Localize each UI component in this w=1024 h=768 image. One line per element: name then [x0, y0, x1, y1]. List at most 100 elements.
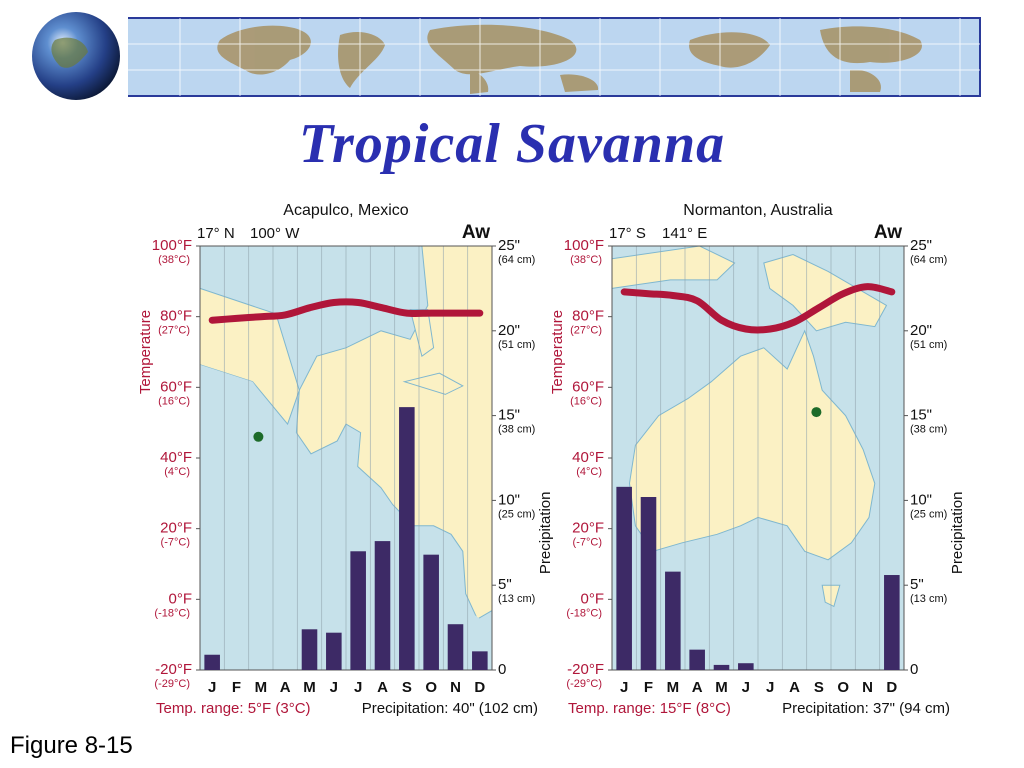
temp-tick-f: 100°F: [152, 237, 192, 254]
precip-tick-cm: (64 cm): [498, 254, 535, 266]
precip-bar: [713, 664, 730, 670]
station-marker: [253, 431, 264, 442]
month-label: M: [303, 679, 316, 696]
temp-tick-f: 60°F: [572, 378, 604, 395]
month-label: S: [814, 679, 824, 696]
temperature-line: [208, 298, 484, 324]
precip-tick-in: 5": [910, 576, 924, 593]
precip-bar: [350, 551, 366, 670]
precip-tick-in: 10": [498, 491, 520, 508]
precip-bar: [616, 486, 632, 670]
temp-tick-c: (-18°C): [566, 607, 602, 619]
temp-tick-c: (4°C): [164, 466, 190, 478]
station-latitude: 17° N: [197, 225, 235, 242]
month-label: D: [474, 679, 485, 696]
month-label: D: [886, 679, 897, 696]
temp-tick-f: 60°F: [160, 378, 192, 395]
month-label: O: [837, 679, 849, 696]
climate-code: Aw: [874, 222, 902, 243]
temp-tick-c: (38°C): [570, 254, 602, 266]
precip-tick-in: 0: [910, 661, 918, 678]
temp-range: Temp. range: 15°F (8°C): [568, 700, 731, 717]
temp-tick-f: 80°F: [160, 308, 192, 325]
month-label: M: [255, 679, 267, 696]
month-label: A: [692, 679, 703, 696]
month-label: J: [742, 679, 750, 696]
station-longitude: 141° E: [662, 225, 707, 242]
precip-bar: [738, 663, 754, 670]
month-label: A: [789, 679, 800, 696]
slide-title: Tropical Savanna: [298, 113, 726, 175]
temp-tick-c: (-29°C): [566, 678, 602, 690]
temp-axis-label: Temperature: [549, 310, 566, 394]
landmass: [409, 309, 435, 358]
precip-bar: [399, 407, 415, 670]
climograph-normanton: Normanton, Australia 17° S 141° E Aw 100°F (3…: [532, 196, 992, 726]
precip-tick-in: 25": [910, 237, 932, 254]
temp-axis-label: Temperature: [137, 310, 154, 394]
temp-tick-c: (4°C): [576, 466, 602, 478]
precip-tick-cm: (25 cm): [910, 508, 947, 520]
precip-tick-in: 10": [910, 491, 932, 508]
month-label: J: [766, 679, 774, 696]
chart-svg: Acapulco, Mexico 17° N 100° W Aw 100°F(38°C)…: [137, 202, 554, 717]
precip-bar: [472, 651, 488, 670]
precip-tick-cm: (38 cm): [498, 424, 535, 436]
temp-tick-c: (-29°C): [154, 678, 190, 690]
precip-bar: [374, 541, 391, 670]
gridlines: [223, 246, 469, 670]
precipitation-total: Precipitation: 37" (94 cm): [782, 700, 950, 717]
precip-tick-cm: (51 cm): [498, 339, 535, 351]
temp-tick-f: 0°F: [580, 590, 604, 607]
month-label: A: [280, 679, 291, 696]
precip-bar: [326, 632, 342, 670]
precip-tick-cm: (13 cm): [910, 593, 947, 605]
temp-tick-f: 20°F: [160, 520, 192, 537]
precip-bar: [447, 624, 464, 670]
temp-tick-f: -20°F: [567, 661, 604, 678]
temp-tick-f: 100°F: [564, 237, 604, 254]
map-gridlines: [120, 18, 980, 96]
precip-bar: [665, 571, 681, 670]
station-latitude: 17° S: [609, 225, 646, 242]
precip-tick-in: 0: [498, 661, 506, 678]
month-label: A: [377, 679, 388, 696]
month-label: M: [667, 679, 680, 696]
month-label: F: [644, 679, 653, 696]
temp-tick-c: (38°C): [158, 254, 190, 266]
gridlines: [635, 246, 881, 670]
month-label: N: [862, 679, 873, 696]
temp-tick-c: (16°C): [570, 395, 602, 407]
precip-tick-cm: (51 cm): [910, 339, 947, 351]
precip-tick-in: 15": [498, 407, 520, 424]
temp-tick-f: 20°F: [572, 520, 604, 537]
precip-tick-in: 25": [498, 237, 520, 254]
figure-label: Figure 8-15: [10, 732, 133, 759]
station-longitude: 100° W: [250, 225, 300, 242]
temp-tick-f: 40°F: [572, 449, 604, 466]
precip-tick-cm: (38 cm): [910, 424, 947, 436]
precip-bar: [640, 497, 657, 670]
month-label: J: [354, 679, 362, 696]
month-label: M: [715, 679, 728, 696]
landmass: [628, 329, 876, 561]
precip-tick-in: 15": [910, 407, 932, 424]
month-label: J: [330, 679, 338, 696]
temp-tick-c: (27°C): [570, 325, 602, 337]
temp-tick-f: -20°F: [155, 661, 192, 678]
landmass: [763, 253, 888, 332]
station-marker: [811, 407, 822, 418]
precip-bar: [301, 629, 318, 670]
precipitation-total: Precipitation: 40" (102 cm): [362, 700, 538, 717]
precip-tick-cm: (64 cm): [910, 254, 947, 266]
climate-code: Aw: [462, 222, 490, 243]
month-label: F: [232, 679, 241, 696]
precip-bar: [689, 649, 705, 670]
temp-tick-c: (16°C): [158, 395, 190, 407]
precip-bar: [204, 654, 220, 670]
precip-bar: [423, 554, 439, 670]
temp-tick-c: (-18°C): [154, 607, 190, 619]
temp-tick-c: (-7°C): [161, 537, 190, 549]
precip-tick-cm: (25 cm): [498, 508, 535, 520]
